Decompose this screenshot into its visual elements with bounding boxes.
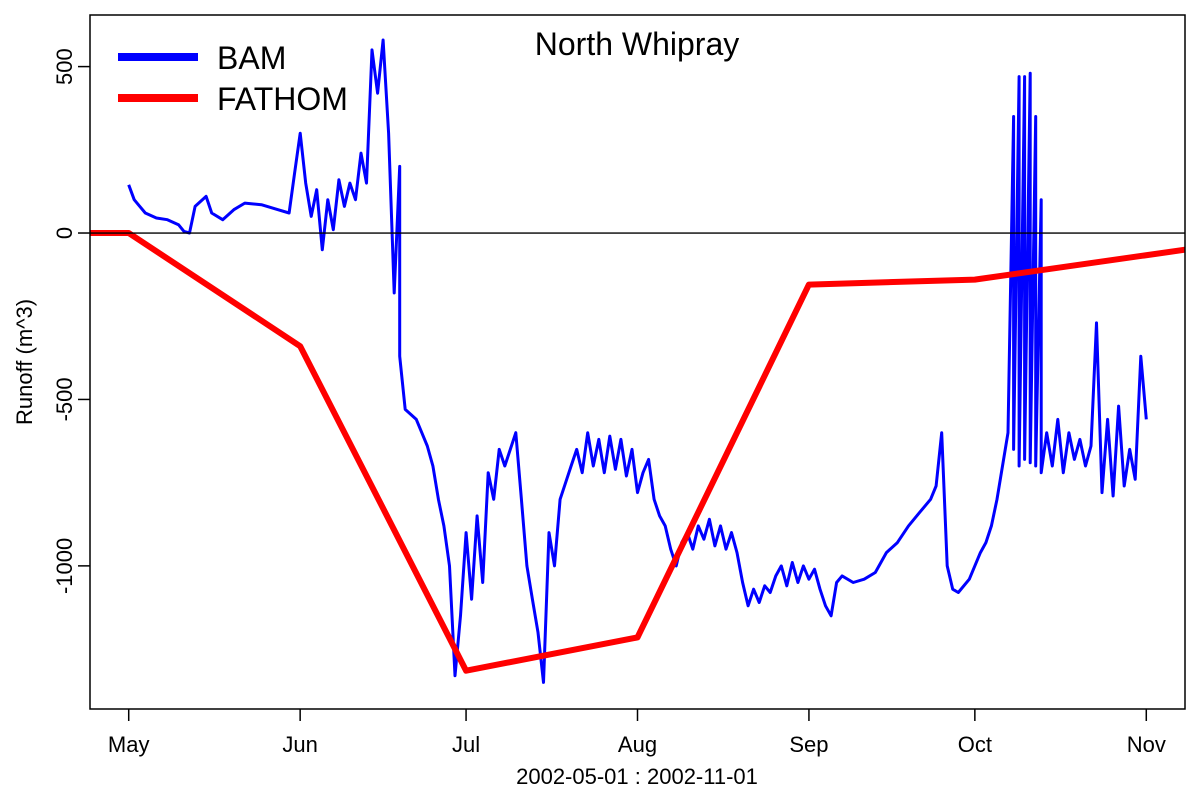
y-tick-label: 500 [52,48,77,85]
y-tick-label: -1000 [52,538,77,594]
x-tick-label: Aug [618,732,657,757]
series-line-bam [127,38,1148,684]
x-tick-label: Jul [452,732,480,757]
chart-title: North Whipray [535,26,740,62]
legend: BAM FATHOM [118,40,348,117]
y-tick-label: 0 [52,227,77,239]
legend-label-fathom: FATHOM [217,81,348,117]
series-line-fathom [90,230,1186,674]
x-tick-label: Nov [1127,732,1166,757]
x-tick-label: Oct [958,732,992,757]
x-tick-label: Sep [789,732,828,757]
y-axis-title: Runoff (m^3) [12,299,37,425]
x-tick-label: May [108,732,150,757]
x-axis-title: 2002-05-01 : 2002-11-01 [516,764,758,789]
y-tick-label: -500 [52,377,77,421]
x-tick-label: Jun [282,732,317,757]
legend-label-bam: BAM [217,40,286,76]
series-layer [90,38,1186,684]
axes-layer: May Jun Jul Aug Sep Oct Nov 500 0 -500 -1000 [52,48,1166,757]
